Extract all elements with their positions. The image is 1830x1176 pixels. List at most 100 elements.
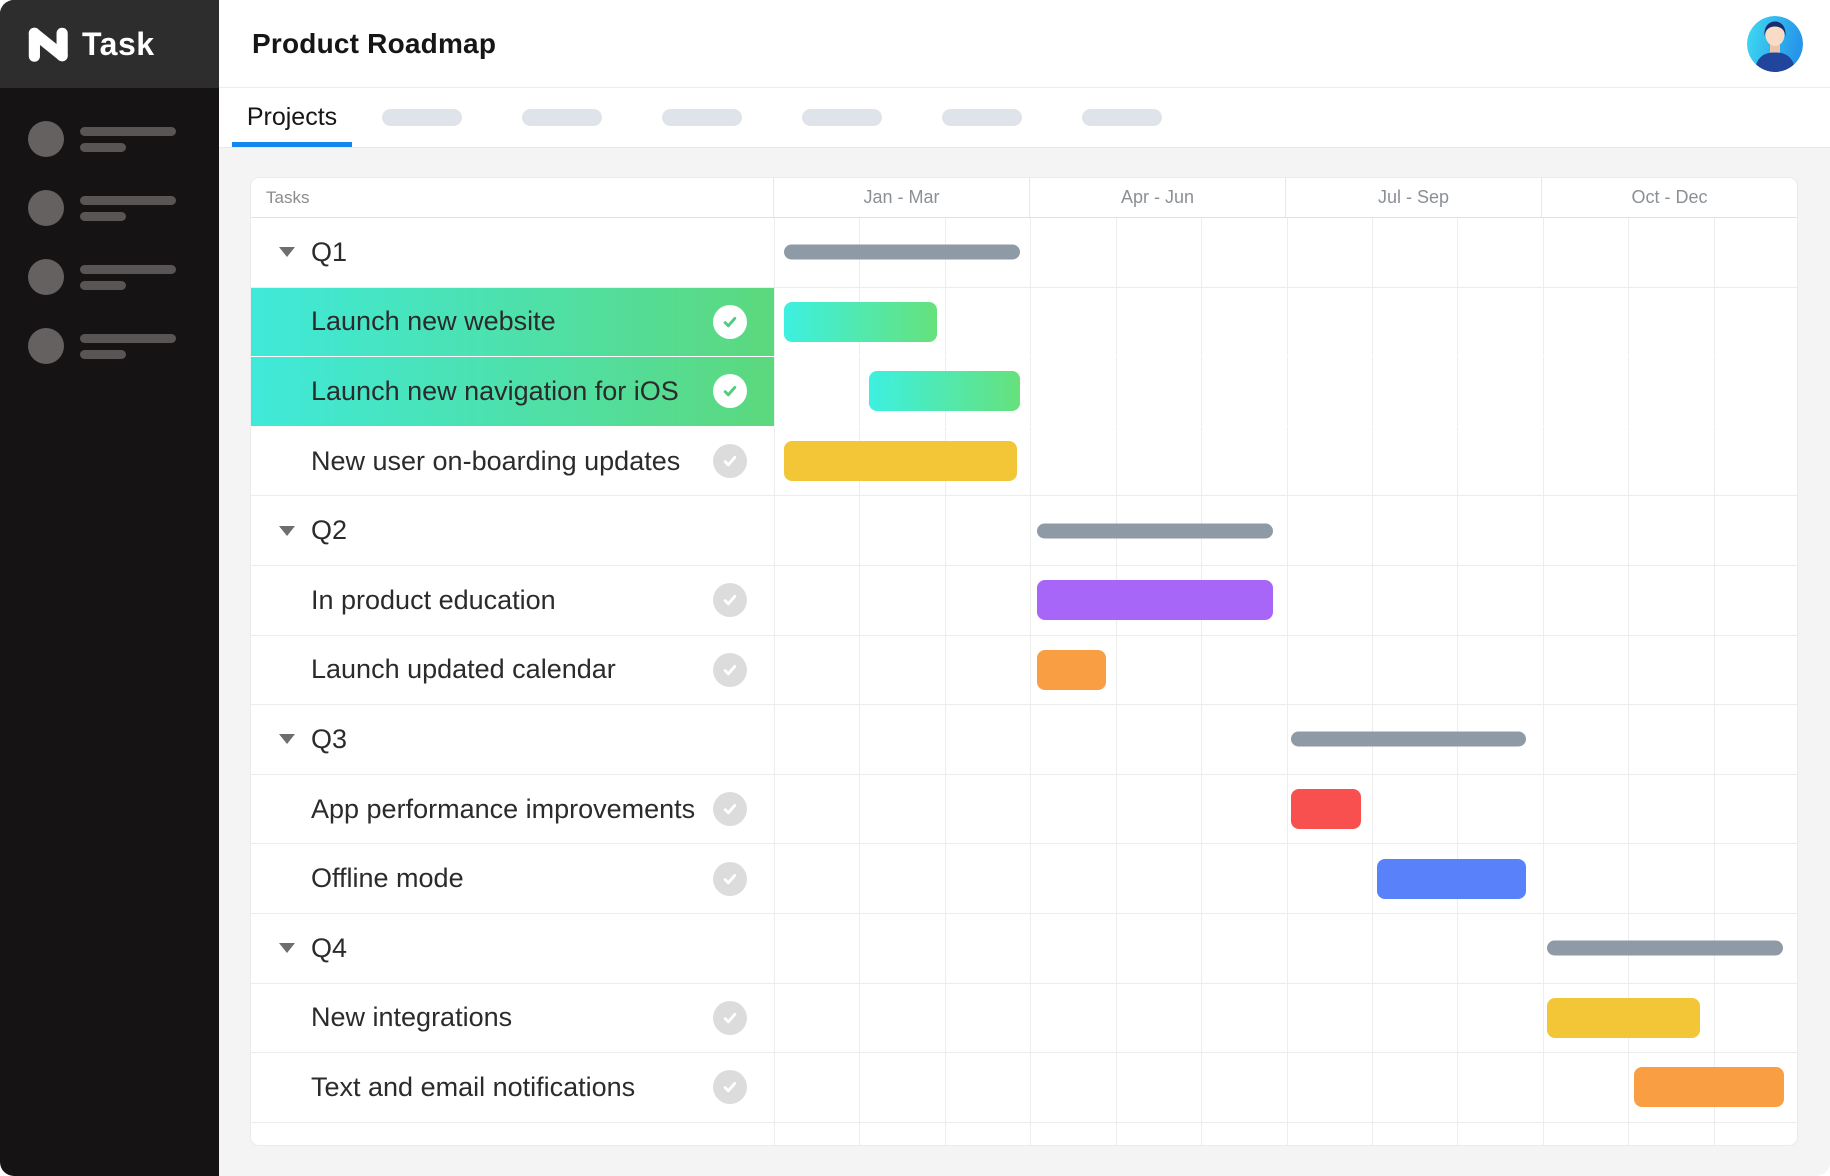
gantt-bar[interactable] (1547, 940, 1784, 956)
group-label: Q1 (311, 236, 348, 267)
gantt-bar[interactable] (1291, 789, 1361, 830)
sidebar-item[interactable] (0, 121, 219, 157)
task-status-check-icon[interactable] (713, 1070, 747, 1105)
sidebar-item-avatar-placeholder (28, 121, 64, 157)
sidebar-item[interactable] (0, 259, 219, 295)
placeholder-line (80, 280, 126, 290)
month-gridline (859, 218, 861, 1145)
placeholder-line (80, 126, 176, 136)
task-status-check-icon[interactable] (713, 444, 747, 479)
gantt-task-row[interactable]: Text and email notifications (251, 1053, 1797, 1123)
brand-logo[interactable]: Task (0, 0, 219, 88)
gantt-task-row[interactable]: Launch updated calendar (251, 636, 1797, 706)
sidebar-item[interactable] (0, 190, 219, 226)
gantt-task-row[interactable]: In product education (251, 566, 1797, 636)
sidebar-item-text-placeholder (80, 264, 176, 290)
tab-placeholder-pill[interactable] (382, 109, 462, 126)
placeholder-line (80, 195, 176, 205)
content-area: Tasks Jan - Mar Apr - Jun Jul - Sep Oct - D… (219, 148, 1830, 1176)
gantt-task-row[interactable]: New user on-boarding updates (251, 427, 1797, 497)
sidebar-item-text-placeholder (80, 126, 176, 152)
group-label: Q3 (311, 723, 348, 754)
tab-placeholders (382, 88, 1162, 147)
gantt-header-row: Tasks Jan - Mar Apr - Jun Jul - Sep Oct - D… (251, 178, 1797, 218)
tab-placeholder-pill[interactable] (942, 109, 1022, 126)
collapse-arrow-icon[interactable] (279, 734, 295, 745)
timeline-quarter-header: Apr - Jun (1029, 178, 1285, 217)
gantt-task-row[interactable]: App performance improvements (251, 775, 1797, 845)
timeline-cell (774, 705, 1797, 774)
gantt-group-row[interactable]: Q1 (251, 218, 1797, 288)
group-label: Q4 (311, 932, 348, 963)
task-label: Text and email notifications (311, 1071, 636, 1102)
tab-projects[interactable]: Projects (232, 88, 352, 147)
collapse-arrow-icon[interactable] (279, 943, 295, 954)
task-label: Offline mode (311, 863, 464, 894)
placeholder-line (80, 211, 126, 221)
gantt-bar[interactable] (1036, 523, 1273, 539)
gantt-bar[interactable] (1547, 997, 1700, 1038)
tab-placeholder-pill[interactable] (522, 109, 602, 126)
gantt-bar[interactable] (1634, 1067, 1785, 1108)
sidebar: Task (0, 0, 219, 1176)
task-label: Launch new navigation for iOS (311, 375, 679, 406)
gantt-bar[interactable] (868, 371, 1021, 412)
timeline-cell (774, 218, 1797, 287)
tab-placeholder-pill[interactable] (662, 109, 742, 126)
timeline-cell (774, 636, 1797, 705)
month-gridline (1628, 218, 1630, 1145)
placeholder-line (80, 142, 126, 152)
task-label: New integrations (311, 1002, 513, 1033)
task-label: Launch new website (311, 306, 556, 337)
sidebar-item[interactable] (0, 328, 219, 364)
gantt-task-row[interactable]: Launch new navigation for iOS (251, 357, 1797, 427)
gantt-group-row[interactable]: Q2 (251, 496, 1797, 566)
brand-name: Task (82, 25, 155, 62)
timeline-cell (774, 566, 1797, 635)
month-gridline (1201, 218, 1203, 1145)
task-status-check-icon[interactable] (713, 861, 747, 896)
sidebar-item-avatar-placeholder (28, 259, 64, 295)
month-gridline (1115, 218, 1117, 1145)
month-gridline (1286, 218, 1288, 1145)
gantt-task-row[interactable]: Offline mode (251, 844, 1797, 914)
user-avatar[interactable] (1747, 15, 1803, 72)
gantt-task-row[interactable]: New integrations (251, 984, 1797, 1054)
task-status-check-icon[interactable] (713, 583, 747, 618)
timeline-gridlines (774, 218, 1797, 1145)
gantt-bar[interactable] (1291, 731, 1526, 747)
tab-bar: Projects (219, 88, 1830, 148)
collapse-arrow-icon[interactable] (279, 525, 295, 536)
gantt-bar[interactable] (1036, 580, 1273, 621)
gantt-bar[interactable] (784, 244, 1021, 260)
gantt-bar[interactable] (784, 441, 1017, 482)
task-status-check-icon[interactable] (713, 792, 747, 827)
tab-placeholder-pill[interactable] (802, 109, 882, 126)
month-gridline (1371, 218, 1373, 1145)
month-gridline (944, 218, 946, 1145)
task-label: New user on-boarding updates (311, 445, 681, 476)
timeline-cell (774, 427, 1797, 496)
month-gridline (1542, 218, 1544, 1145)
task-status-check-icon[interactable] (713, 304, 747, 339)
task-status-check-icon[interactable] (713, 374, 747, 409)
gantt-bar[interactable] (1036, 649, 1107, 690)
timeline-quarter-header: Oct - Dec (1541, 178, 1797, 217)
gantt-task-row[interactable]: Launch new website (251, 287, 1797, 358)
timeline-cell (774, 844, 1797, 913)
tab-projects-label: Projects (246, 103, 338, 131)
gantt-group-row[interactable]: Q4 (251, 914, 1797, 984)
gantt-empty-row (251, 1123, 1797, 1145)
sidebar-nav (0, 88, 219, 397)
tab-placeholder-pill[interactable] (1082, 109, 1162, 126)
collapse-arrow-icon[interactable] (279, 247, 295, 258)
top-header: Product Roadmap (219, 0, 1830, 88)
gantt-bar[interactable] (1376, 858, 1526, 899)
page-title: Product Roadmap (252, 27, 497, 59)
task-status-check-icon[interactable] (713, 652, 747, 687)
gantt-group-row[interactable]: Q3 (251, 705, 1797, 775)
gantt-bar[interactable] (784, 301, 937, 342)
gantt-body: Q1 Launch new website Launch new navigatio… (251, 218, 1797, 1145)
task-status-check-icon[interactable] (713, 1000, 747, 1035)
